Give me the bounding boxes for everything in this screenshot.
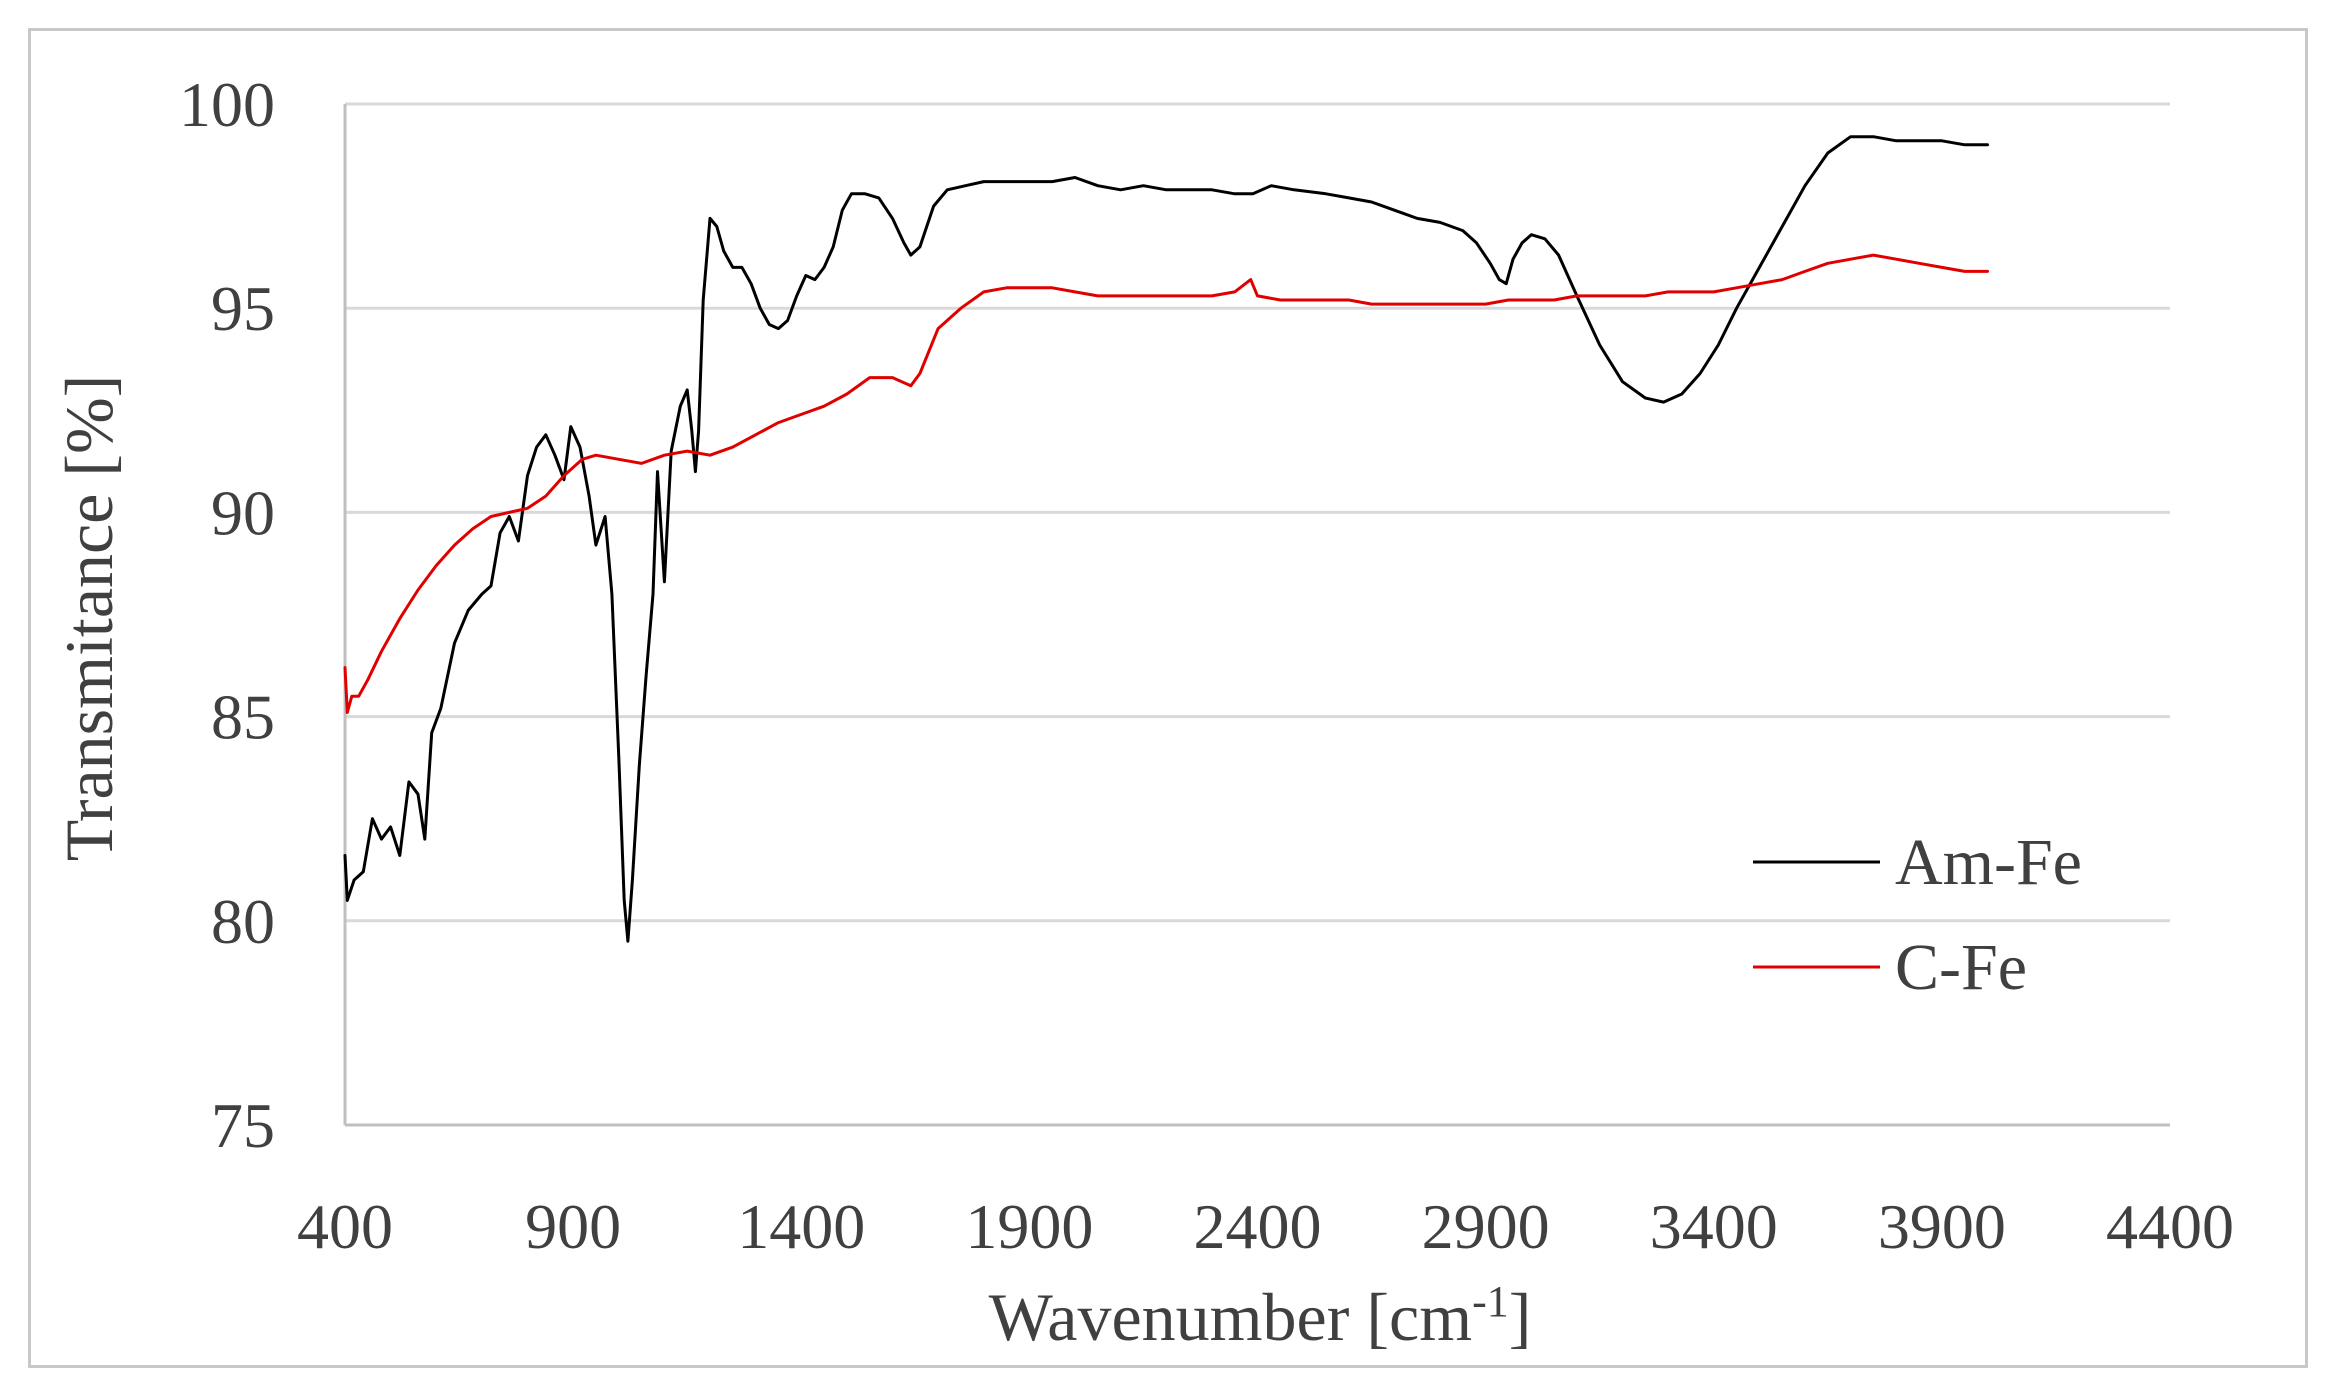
y-axis-title: Transmitance [%] [51, 375, 127, 862]
x-tick-label: 2400 [1194, 1191, 1322, 1262]
x-axis-title-suffix: ] [1509, 1279, 1532, 1355]
x-axis-title-superscript: -1 [1472, 1277, 1509, 1326]
x-tick-label: 2900 [1422, 1191, 1550, 1262]
chart-frame [28, 28, 2308, 1368]
x-tick-label: 3400 [1650, 1191, 1778, 1262]
series-line-c-fe [343, 253, 1989, 714]
x-tick-label: 1400 [737, 1191, 865, 1262]
x-tick-label: 900 [525, 1191, 621, 1262]
y-tick-labels: 75 80 85 90 95 100 [179, 69, 275, 1161]
x-tick-label: 4400 [2106, 1191, 2234, 1262]
gridlines [345, 102, 2170, 923]
y-tick-label: 85 [211, 682, 275, 753]
x-tick-label: 1900 [965, 1191, 1093, 1262]
axes [343, 104, 2170, 1127]
legend-label-c-fe: C-Fe [1895, 931, 2027, 1004]
legend: Am-Fe C-Fe [1753, 826, 2082, 1004]
x-tick-labels: 400 900 1400 1900 2400 2900 3400 3900 4400 [297, 1191, 2234, 1262]
x-tick-label: 3900 [1878, 1191, 2006, 1262]
series-line-am-fe [343, 135, 1989, 943]
y-tick-label: 90 [211, 477, 275, 548]
legend-label-am-fe: Am-Fe [1895, 826, 2082, 899]
x-axis-title-main: Wavenumber [cm [989, 1279, 1473, 1355]
y-tick-label: 100 [179, 69, 275, 140]
y-tick-label: 80 [211, 886, 275, 957]
x-axis-title: Wavenumber [cm-1] [989, 1277, 1532, 1356]
x-tick-label: 400 [297, 1191, 393, 1262]
y-tick-label: 75 [211, 1090, 275, 1161]
y-tick-label: 95 [211, 273, 275, 344]
series-lines [343, 135, 1989, 943]
